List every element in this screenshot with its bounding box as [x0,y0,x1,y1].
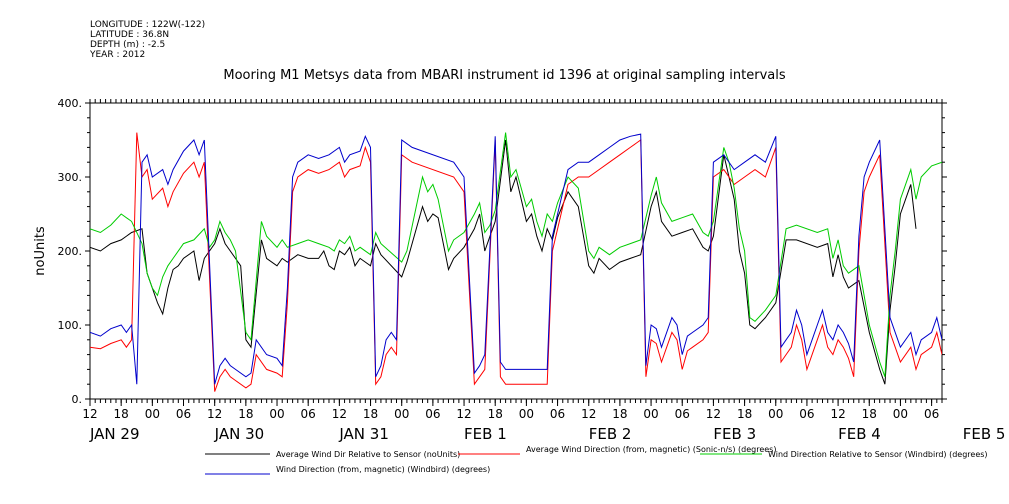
legend-label-3: Wind Direction (from, magnetic) (Windbir… [276,465,490,474]
x-day-label: JAN 30 [214,425,265,443]
x-tick-label: 18 [238,407,253,421]
legend-label-0: Average Wind Dir Relative to Sensor (noU… [276,450,460,459]
x-tick-label: 06 [176,407,191,421]
x-tick-label: 12 [82,407,97,421]
x-day-label: FEB 2 [589,425,632,443]
x-day-label: JAN 31 [338,425,389,443]
x-tick-label: 18 [114,407,129,421]
x-tick-label: 00 [893,407,908,421]
x-tick-label: 12 [581,407,596,421]
x-tick-label: 00 [394,407,409,421]
x-tick-label: 18 [612,407,627,421]
x-day-label: FEB 1 [464,425,507,443]
x-tick-label: 00 [145,407,160,421]
x-tick-label: 06 [301,407,316,421]
x-tick-label: 12 [207,407,222,421]
x-tick-label: 12 [456,407,471,421]
y-axis-label: noUnits [33,226,48,276]
x-tick-label: 06 [675,407,690,421]
chart-title: Mooring M1 Metsys data from MBARI instru… [223,68,786,83]
latitude-label: LATITUDE : 36.8N [90,30,170,40]
x-tick-label: 00 [768,407,783,421]
x-tick-label: 06 [799,407,814,421]
y-tick-label: 0. [72,393,83,406]
x-day-label: FEB 3 [713,425,756,443]
legend-label-2: Wind Direction Relative to Sensor (Windb… [768,450,988,459]
x-tick-label: 18 [363,407,378,421]
x-tick-label: 18 [737,407,752,421]
legend-label-1: Average Wind Direction (from, magnetic) … [526,445,776,454]
y-tick-label: 400. [58,97,83,110]
y-tick-label: 200. [58,245,83,258]
depth-label: DEPTH (m) : -2.5 [90,40,166,50]
series-line-1 [90,132,942,392]
y-tick-label: 300. [58,171,83,184]
x-day-label: JAN 29 [89,425,140,443]
series-line-0 [90,139,917,385]
x-tick-label: 12 [332,407,347,421]
longitude-label: LONGITUDE : 122W(-122) [90,20,206,30]
x-tick-label: 00 [519,407,534,421]
x-tick-label: 06 [425,407,440,421]
x-tick-label: 00 [643,407,658,421]
x-day-label: FEB 5 [963,425,1006,443]
series-line-3 [90,133,942,385]
metadata-block: LONGITUDE : 122W(-122) LATITUDE : 36.8N … [90,20,205,60]
x-tick-label: 18 [862,407,877,421]
plot-frame [89,102,943,400]
x-day-label: FEB 4 [838,425,881,443]
x-tick-label: 12 [706,407,721,421]
x-tick-label: 06 [924,407,939,421]
x-tick-label: 18 [488,407,503,421]
year-label: YEAR : 2012 [90,50,146,60]
series-line-2 [90,132,942,377]
y-tick-label: 100. [58,319,83,332]
x-tick-label: 12 [830,407,845,421]
x-tick-label: 06 [550,407,565,421]
x-tick-label: 00 [269,407,284,421]
